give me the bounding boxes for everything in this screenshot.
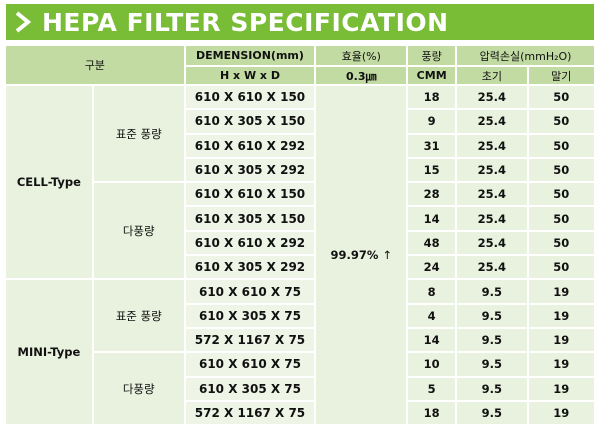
header-row-1: 구분 DEMENSION(mm) 효율(%) 풍량 압력손실(mmH₂O) bbox=[6, 46, 594, 84]
arrow-up-icon: ↑ bbox=[382, 248, 393, 263]
pressure-final-cell: 19 bbox=[528, 353, 594, 376]
header-category: 구분 bbox=[6, 46, 184, 84]
airflow-cell: 15 bbox=[408, 158, 456, 182]
pressure-final-cell: 50 bbox=[528, 207, 594, 230]
header-airflow: 풍량 bbox=[408, 46, 456, 65]
pressure-initial-cell: 9.5 bbox=[457, 401, 527, 425]
chevron-right-icon bbox=[15, 11, 32, 33]
airflow-cell: 9 bbox=[408, 110, 456, 133]
pressure-final-cell: 19 bbox=[528, 328, 594, 352]
table-row: 610 X 305 X 292 15 25.4 50 bbox=[6, 158, 594, 182]
dimension-cell: 610 X 305 X 292 bbox=[185, 158, 315, 182]
pressure-final-cell: 50 bbox=[528, 86, 594, 109]
pressure-final-cell: 50 bbox=[528, 256, 594, 279]
pressure-final-cell: 50 bbox=[528, 231, 594, 255]
pressure-final-cell: 19 bbox=[528, 304, 594, 327]
header-row-2: H x W x D 0.3㎛ CMM 초기 말기 bbox=[6, 67, 594, 84]
airflow-cell: 14 bbox=[408, 328, 456, 352]
group-name: 다풍량 bbox=[93, 353, 184, 425]
dimension-cell: 572 X 1167 X 75 bbox=[185, 328, 315, 352]
header-efficiency-sub: 0.3㎛ bbox=[316, 67, 407, 84]
dimension-cell: 610 X 610 X 75 bbox=[185, 353, 315, 376]
table-row: 610 X 305 X 150 14 25.4 50 bbox=[6, 207, 594, 230]
header-pressure-initial: 초기 bbox=[457, 67, 527, 84]
header-airflow-sub: CMM bbox=[408, 67, 456, 84]
pressure-initial-cell: 9.5 bbox=[457, 353, 527, 376]
airflow-cell: 31 bbox=[408, 134, 456, 157]
header-pressure-loss: 압력손실(mmH₂O) bbox=[457, 46, 594, 65]
header-dimension: DEMENSION(mm) bbox=[185, 46, 315, 65]
dimension-cell: 610 X 610 X 75 bbox=[185, 280, 315, 303]
pressure-final-cell: 19 bbox=[528, 280, 594, 303]
dimension-cell: 610 X 610 X 292 bbox=[185, 231, 315, 255]
dimension-cell: 610 X 305 X 150 bbox=[185, 207, 315, 230]
dimension-cell: 610 X 305 X 75 bbox=[185, 304, 315, 327]
airflow-cell: 48 bbox=[408, 231, 456, 255]
pressure-initial-cell: 25.4 bbox=[457, 134, 527, 157]
pressure-initial-cell: 25.4 bbox=[457, 183, 527, 206]
type-name: CELL-Type bbox=[6, 86, 92, 279]
table-row: 572 X 1167 X 75 18 9.5 19 bbox=[6, 401, 594, 425]
dimension-cell: 572 X 1167 X 75 bbox=[185, 401, 315, 425]
table-row: 610 X 610 X 292 48 25.4 50 bbox=[6, 231, 594, 255]
pressure-initial-cell: 9.5 bbox=[457, 377, 527, 400]
airflow-cell: 5 bbox=[408, 377, 456, 400]
pressure-initial-cell: 25.4 bbox=[457, 86, 527, 109]
airflow-cell: 18 bbox=[408, 86, 456, 109]
pressure-final-cell: 19 bbox=[528, 401, 594, 425]
pressure-final-cell: 19 bbox=[528, 377, 594, 400]
pressure-initial-cell: 25.4 bbox=[457, 231, 527, 255]
airflow-cell: 14 bbox=[408, 207, 456, 230]
dimension-cell: 610 X 305 X 292 bbox=[185, 256, 315, 279]
airflow-cell: 28 bbox=[408, 183, 456, 206]
pressure-final-cell: 50 bbox=[528, 183, 594, 206]
pressure-initial-cell: 25.4 bbox=[457, 110, 527, 133]
table-row: 다풍량 610 X 610 X 150 28 25.4 50 bbox=[6, 183, 594, 279]
spec-table: 구분 DEMENSION(mm) 효율(%) 풍량 압력손실(mmH₂O) H … bbox=[4, 44, 596, 426]
header-efficiency: 효율(%) bbox=[316, 46, 407, 65]
type-name: MINI-Type bbox=[6, 280, 92, 425]
dimension-cell: 610 X 305 X 75 bbox=[185, 377, 315, 400]
airflow-cell: 10 bbox=[408, 353, 456, 376]
group-name: 표준 풍량 bbox=[93, 86, 184, 182]
airflow-cell: 4 bbox=[408, 304, 456, 327]
table-row: 610 X 305 X 75 5 9.5 19 bbox=[6, 377, 594, 400]
dimension-cell: 610 X 610 X 150 bbox=[185, 86, 315, 109]
table-row: 610 X 305 X 75 4 9.5 19 bbox=[6, 304, 594, 327]
group-name: 표준 풍량 bbox=[93, 280, 184, 352]
table-row: 610 X 305 X 292 24 25.4 50 bbox=[6, 256, 594, 279]
table-row: 572 X 1167 X 75 14 9.5 19 bbox=[6, 328, 594, 352]
table-row: MINI-Type 표준 풍량 610 X 610 X 75 8 9.5 19 bbox=[6, 280, 594, 425]
group-name: 다풍량 bbox=[93, 183, 184, 279]
header-pressure-final: 말기 bbox=[528, 67, 594, 84]
efficiency-cell: 99.97% ↑ bbox=[316, 86, 407, 425]
efficiency-value: 99.97% bbox=[330, 248, 379, 263]
pressure-initial-cell: 25.4 bbox=[457, 207, 527, 230]
pressure-initial-cell: 9.5 bbox=[457, 280, 527, 303]
pressure-initial-cell: 25.4 bbox=[457, 256, 527, 279]
table-row: CELL-Type 표준 풍량 610 X 610 X 150 99.97% ↑ 18 2… bbox=[6, 86, 594, 425]
title-banner: HEPA FILTER SPECIFICATION bbox=[6, 4, 594, 40]
dimension-cell: 610 X 610 X 150 bbox=[185, 183, 315, 206]
pressure-final-cell: 50 bbox=[528, 134, 594, 157]
table-row: 다풍량 610 X 610 X 75 10 9.5 19 bbox=[6, 353, 594, 425]
pressure-initial-cell: 25.4 bbox=[457, 158, 527, 182]
dimension-cell: 610 X 610 X 292 bbox=[185, 134, 315, 157]
pressure-final-cell: 50 bbox=[528, 158, 594, 182]
table-row: 610 X 610 X 292 31 25.4 50 bbox=[6, 134, 594, 157]
table-row: 610 X 305 X 150 9 25.4 50 bbox=[6, 110, 594, 133]
header-dimension-sub: H x W x D bbox=[185, 67, 315, 84]
pressure-initial-cell: 9.5 bbox=[457, 328, 527, 352]
airflow-cell: 18 bbox=[408, 401, 456, 425]
pressure-initial-cell: 9.5 bbox=[457, 304, 527, 327]
page-title: HEPA FILTER SPECIFICATION bbox=[42, 7, 449, 37]
dimension-cell: 610 X 305 X 150 bbox=[185, 110, 315, 133]
airflow-cell: 8 bbox=[408, 280, 456, 303]
airflow-cell: 24 bbox=[408, 256, 456, 279]
pressure-final-cell: 50 bbox=[528, 110, 594, 133]
